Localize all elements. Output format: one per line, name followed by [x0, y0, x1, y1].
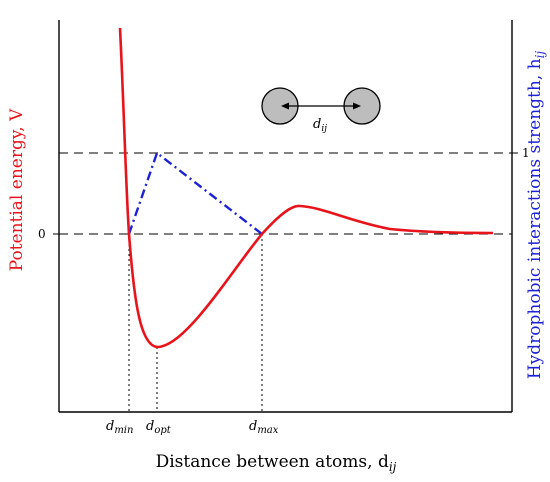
d-opt-label: dopt	[146, 419, 172, 436]
left-tick-zero-label: 0	[38, 227, 46, 241]
arrowhead-right-icon	[353, 102, 361, 110]
hydrophobic-strength-curve	[127, 151, 263, 235]
d-min-label: dmin	[106, 419, 133, 436]
arrowhead-left-icon	[281, 102, 289, 110]
x-axis-title: Distance between atoms, dij	[156, 452, 397, 474]
atoms-distance-label: dij	[313, 117, 327, 134]
d-max-label: dmax	[249, 419, 279, 436]
right-tick-one-label: 1	[522, 146, 530, 160]
right-axis-title: Hydrophobic interactions strength, hij	[525, 51, 547, 380]
potential-energy-curve	[118, 27, 494, 349]
left-axis-title: Potential energy, V	[7, 108, 27, 271]
